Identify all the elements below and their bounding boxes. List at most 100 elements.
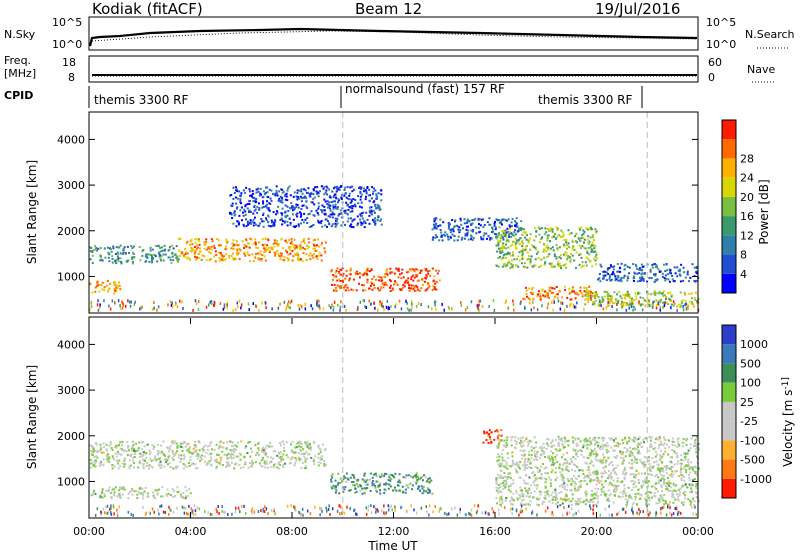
range-gate-cell xyxy=(194,251,197,254)
range-gate-cell xyxy=(324,252,327,254)
range-gate-cell xyxy=(680,468,683,470)
range-gate-cell xyxy=(110,497,113,500)
range-gate-cell xyxy=(631,297,634,300)
range-gate-cell xyxy=(608,494,611,497)
range-gate-cell xyxy=(384,489,387,492)
range-gate-cell xyxy=(160,250,163,253)
range-gate-cell xyxy=(619,279,622,282)
range-gate-cell xyxy=(284,194,287,197)
range-gate-cell xyxy=(307,213,310,216)
range-gate-cell xyxy=(246,220,249,223)
range-gate-cell xyxy=(177,260,179,263)
range-gate-cell xyxy=(540,264,543,267)
range-gate-cell xyxy=(495,480,498,483)
range-gate-cell xyxy=(153,306,155,310)
range-gate-cell xyxy=(505,243,508,246)
range-gate-cell xyxy=(580,266,583,269)
range-gate-cell xyxy=(697,500,700,503)
range-gate-cell xyxy=(243,245,246,248)
range-gate-cell xyxy=(89,308,91,312)
range-gate-cell xyxy=(651,266,654,269)
range-gate-cell xyxy=(393,476,396,479)
range-gate-cell xyxy=(204,243,207,246)
range-gate-cell xyxy=(672,473,675,476)
range-gate-cell xyxy=(314,247,316,250)
range-gate-cell xyxy=(631,454,634,457)
range-gate-cell xyxy=(561,456,563,459)
range-gate-cell xyxy=(432,223,435,226)
range-gate-cell xyxy=(262,206,265,208)
range-gate-cell xyxy=(350,225,353,228)
range-gate-cell xyxy=(646,298,649,301)
range-gate-cell xyxy=(507,488,510,491)
range-gate-cell xyxy=(466,220,469,223)
range-gate-cell xyxy=(440,235,443,238)
range-gate-cell xyxy=(289,223,292,226)
range-gate-cell xyxy=(349,224,352,227)
range-gate-cell xyxy=(432,280,435,283)
range-gate-cell xyxy=(599,280,602,283)
range-gate-cell xyxy=(512,482,515,485)
range-gate-cell xyxy=(201,448,204,451)
range-gate-cell xyxy=(511,460,514,463)
range-gate-cell xyxy=(107,489,110,492)
range-gate-cell xyxy=(647,480,650,483)
range-gate-cell xyxy=(167,455,170,458)
range-gate-cell xyxy=(277,205,280,208)
range-gate-cell xyxy=(594,228,597,231)
range-gate-cell xyxy=(549,247,552,250)
range-gate-cell xyxy=(690,461,693,464)
range-gate-cell xyxy=(532,471,535,474)
range-gate-cell xyxy=(208,303,210,307)
range-gate-cell xyxy=(463,237,466,240)
range-gate-cell xyxy=(689,471,692,474)
range-gate-cell xyxy=(510,436,513,439)
range-gate-cell xyxy=(648,467,651,470)
range-gate-cell xyxy=(307,241,310,244)
range-gate-cell xyxy=(118,281,121,284)
range-gate-cell xyxy=(334,289,337,292)
range-gate-cell xyxy=(359,490,362,493)
range-gate-cell xyxy=(153,301,155,304)
range-gate-cell xyxy=(508,233,511,236)
range-gate-cell xyxy=(652,306,654,309)
range-gate-cell xyxy=(571,480,574,483)
range-gate-cell xyxy=(205,463,208,466)
range-gate-cell xyxy=(505,463,508,466)
range-gate-cell xyxy=(554,458,557,461)
range-gate-cell xyxy=(242,466,245,469)
range-gate-cell xyxy=(295,213,298,216)
range-gate-cell xyxy=(171,305,174,309)
range-gate-cell xyxy=(251,450,254,453)
range-gate-cell xyxy=(173,455,175,458)
range-gate-cell xyxy=(258,449,261,452)
range-gate-cell xyxy=(268,461,271,464)
range-gate-cell xyxy=(526,492,529,495)
range-gate-cell xyxy=(364,289,367,292)
range-gate-cell xyxy=(415,275,418,278)
range-gate-cell xyxy=(529,259,532,262)
range-gate-cell xyxy=(344,209,347,212)
range-gate-cell xyxy=(528,287,531,290)
range-gate-cell xyxy=(641,277,644,280)
range-gate-cell xyxy=(289,301,292,305)
range-gate-cell xyxy=(495,497,498,499)
range-gate-cell xyxy=(590,478,592,481)
range-gate-cell xyxy=(660,484,663,487)
range-gate-cell xyxy=(188,447,191,450)
range-gate-cell xyxy=(654,482,657,485)
range-gate-cell xyxy=(389,267,392,270)
range-gate-cell xyxy=(657,464,660,467)
range-gate-cell xyxy=(580,468,583,471)
range-gate-cell xyxy=(386,268,389,271)
range-gate-cell xyxy=(545,447,548,450)
range-gate-cell xyxy=(313,244,316,247)
range-gate-cell xyxy=(674,452,677,454)
range-gate-cell xyxy=(98,496,101,499)
colorbar-swatch xyxy=(722,235,736,255)
range-gate-cell xyxy=(378,484,381,487)
range-gate-cell xyxy=(348,198,351,201)
range-gate-cell xyxy=(168,246,171,248)
range-gate-cell xyxy=(347,289,350,292)
range-gate-cell xyxy=(255,188,258,191)
